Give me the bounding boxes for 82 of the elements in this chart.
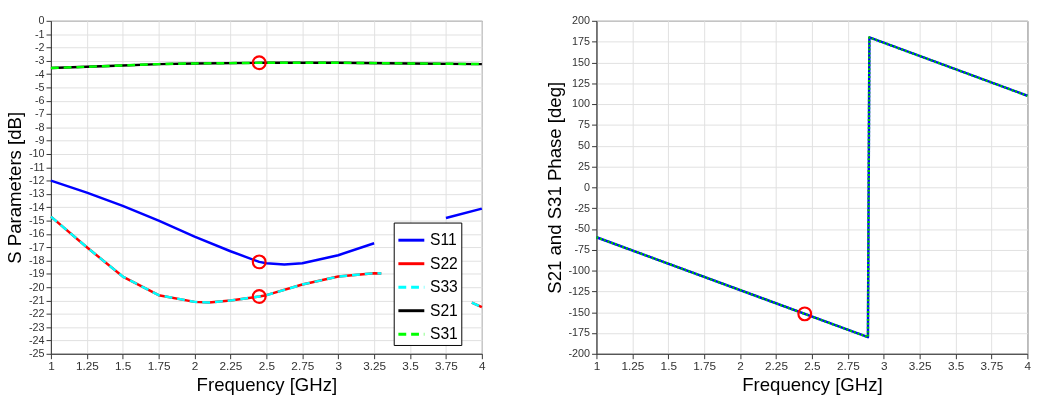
y-tick-label: -4 (34, 67, 45, 80)
x-tick-label: 1.25 (75, 358, 100, 372)
x-tick-label: 1.5 (660, 358, 678, 372)
x-tick-label: 3.75 (435, 358, 459, 372)
y-axis-title: S21 and S31 Phase [deg] (543, 81, 565, 294)
y-tick-label: 175 (572, 35, 591, 48)
legend-label: S22 (429, 254, 458, 272)
x-tick-label: 2.75 (291, 358, 315, 372)
y-tick-label: -10 (29, 147, 45, 160)
y-tick-label: -11 (29, 160, 45, 173)
y-tick-label: -17 (29, 240, 45, 253)
x-tick-label: 2 (737, 358, 744, 372)
y-tick-label: -13 (29, 187, 45, 200)
x-tick-label: 3.5 (947, 358, 965, 372)
y-tick-label: -14 (29, 200, 45, 213)
x-axis-title: Frequency [GHz] (196, 373, 338, 395)
legend-label: S31 (429, 325, 458, 343)
y-tick-label: -20 (29, 280, 45, 293)
legend-label: S33 (429, 278, 459, 296)
y-tick-label: 150 (572, 55, 591, 68)
y-tick-label: 200 (572, 14, 591, 27)
y-tick-label: -125 (568, 284, 591, 297)
point (251, 55, 267, 71)
y-tick-label: 50 (578, 139, 591, 152)
x-tick-label: 1.25 (621, 358, 645, 372)
x-tick-label: 3.5 (402, 358, 420, 372)
x-tick-label: 2.25 (765, 358, 789, 372)
x-tick-label: 2 (191, 358, 199, 372)
y-tick-label: 100 (572, 97, 591, 110)
y-tick-label: -1 (34, 27, 45, 40)
line-series (595, 36, 1029, 339)
y-tick-label: -18 (29, 254, 45, 266)
y-tick-label: -5 (34, 80, 45, 93)
y-tick-label: 25 (578, 159, 591, 172)
x-tick-label: 2.75 (836, 358, 861, 372)
x-tick-label: 2.5 (258, 358, 276, 372)
point (251, 289, 267, 304)
x-tick-label: 4 (1024, 358, 1032, 372)
y-tick-label: -12 (29, 174, 45, 187)
y-tick-label: -150 (568, 305, 591, 318)
x-tick-label: 1 (593, 358, 601, 372)
y-tick-label: -3 (34, 54, 45, 67)
x-tick-label: 3.75 (980, 358, 1004, 372)
y-tick-label: -200 (568, 347, 591, 360)
y-tick-label: -21 (29, 293, 45, 306)
x-tick-label: 1.75 (147, 358, 172, 372)
point (251, 254, 267, 270)
y-tick-label: 0 (584, 180, 591, 193)
y-tick-label: -25 (29, 347, 45, 360)
legend-label: S21 (429, 301, 458, 319)
y-tick-label: -16 (29, 227, 45, 240)
y-tick-label: -100 (568, 263, 591, 276)
x-tick-label: 3.25 (363, 358, 387, 372)
x-tick-label: 3.25 (908, 358, 933, 372)
y-tick-label: -7 (34, 107, 45, 120)
y-tick-label: -75 (574, 243, 591, 256)
x-tick-label: 4 (479, 358, 487, 372)
y-tick-label: -23 (29, 320, 45, 333)
y-tick-label: -15 (29, 214, 45, 227)
y-tick-label: -2 (34, 40, 45, 53)
x-tick-label: 1 (48, 358, 55, 372)
y-tick-label: 75 (578, 118, 591, 131)
y-tick-label: -19 (29, 267, 45, 280)
x-tick-label: 2.25 (219, 358, 243, 372)
x-tick-label: 2.5 (804, 358, 822, 372)
y-tick-label: -25 (574, 201, 591, 214)
legend-label: S11 (429, 231, 457, 249)
x-tick-label: 1.5 (115, 358, 132, 372)
x-tick-label: 3 (335, 358, 343, 372)
y-tick-label: 0 (38, 14, 45, 27)
y-tick-label: -175 (568, 326, 591, 339)
y-tick-label: -9 (34, 134, 45, 147)
y-axis-title: S Parameters [dB] (4, 111, 26, 264)
y-tick-label: -24 (29, 333, 45, 346)
y-tick-label: -22 (29, 307, 45, 320)
y-tick-label: -8 (34, 120, 45, 133)
y-tick-label: -50 (574, 222, 591, 235)
y-tick-label: 125 (572, 76, 591, 89)
x-axis-title: Frequency [GHz] (742, 373, 883, 395)
x-tick-label: 3 (880, 358, 888, 372)
y-tick-label: -6 (34, 94, 45, 107)
x-tick-label: 1.75 (693, 358, 717, 372)
